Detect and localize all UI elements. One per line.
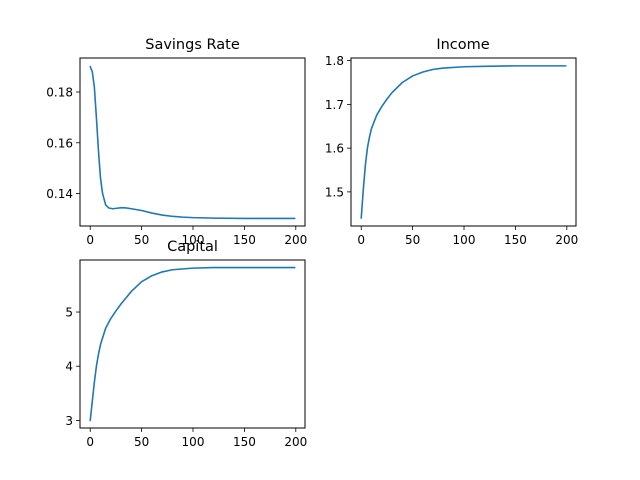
capital-title: Capital xyxy=(167,239,218,255)
income-title: Income xyxy=(436,37,489,53)
savings-rate-ytick-label: 0.14 xyxy=(46,187,73,201)
income-xtick-label: 0 xyxy=(357,233,365,247)
capital-series-line xyxy=(89,266,296,422)
income-ytick-label: 1.5 xyxy=(325,185,344,199)
income-axes: Income 0 50 100 150 200 1.5 1.6 1.7 1.8 xyxy=(325,37,578,247)
income-xtick-label: 200 xyxy=(555,233,578,247)
capital-axes: 0 50 100 150 200 3 4 5 Capital xyxy=(65,239,307,449)
capital-xtick-label: 100 xyxy=(182,435,205,449)
savings-rate-xtick-label: 0 xyxy=(86,233,94,247)
capital-xtick-label: 150 xyxy=(233,435,256,449)
savings-rate-xtick-label: 100 xyxy=(182,233,205,247)
income-frame xyxy=(350,57,577,227)
capital-xtick-label: 50 xyxy=(134,435,149,449)
income-ytick-label: 1.6 xyxy=(325,142,344,156)
savings-rate-ytick-label: 0.16 xyxy=(46,136,73,150)
income-xtick-label: 50 xyxy=(405,233,420,247)
capital-ytick-label: 5 xyxy=(65,306,73,320)
income-xtick-label: 150 xyxy=(504,233,527,247)
income-series-line xyxy=(360,65,567,219)
savings-rate-title: Savings Rate xyxy=(145,37,240,53)
income-ytick-label: 1.7 xyxy=(325,98,344,112)
savings-rate-xtick-label: 150 xyxy=(233,233,256,247)
capital-ytick-label: 4 xyxy=(65,360,73,374)
capital-xtick-label: 0 xyxy=(86,435,94,449)
savings-rate-axes: Savings Rate 0 50 100 150 200 0.14 0.16 0.18 xyxy=(46,37,307,247)
income-marks: 0 50 100 150 200 1.5 1.6 1.7 1.8 xyxy=(325,54,578,247)
income-xtick-label: 100 xyxy=(453,233,476,247)
savings-rate-xtick-label: 200 xyxy=(284,233,307,247)
income-ytick-label: 1.8 xyxy=(325,54,344,68)
savings-rate-ytick-label: 0.18 xyxy=(46,86,73,100)
savings-rate-marks: 0 50 100 150 200 0.14 0.16 0.18 xyxy=(46,65,307,247)
savings-rate-xtick-label: 50 xyxy=(134,233,149,247)
savings-rate-frame xyxy=(79,57,306,227)
capital-ytick-label: 3 xyxy=(65,414,73,428)
capital-xtick-label: 200 xyxy=(284,435,307,449)
capital-frame xyxy=(79,259,306,429)
savings-rate-series-line xyxy=(89,65,296,220)
capital-marks: 0 50 100 150 200 3 4 5 xyxy=(65,266,307,449)
